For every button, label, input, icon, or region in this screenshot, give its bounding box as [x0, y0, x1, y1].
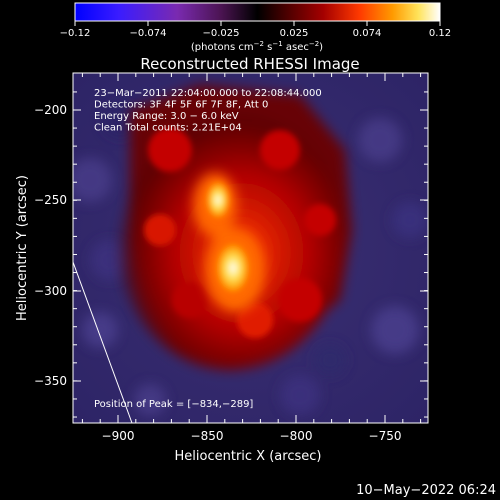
observation-info: 23−Mar−2011 22:04:00.000 to 22:08:44.000…	[94, 88, 322, 134]
plot-title: Reconstructed RHESSI Image	[140, 55, 359, 73]
x-tick-label: −750	[369, 429, 402, 443]
x-axis-ticks: −900 −850 −800 −750	[81, 73, 422, 443]
colorbar-ticks: −0.12 −0.074 −0.025 0.025 0.074 0.12	[60, 21, 451, 39]
x-tick-label: −850	[191, 429, 224, 443]
y-axis-label: Heliocentric Y (arcsec)	[15, 175, 30, 321]
colorbar-tick-label: 0.025	[280, 28, 309, 39]
x-tick-label: −900	[102, 429, 135, 443]
x-axis-label: Heliocentric X (arcsec)	[175, 449, 322, 464]
image-map	[73, 73, 428, 423]
colorbar-tick-label: 0.12	[429, 28, 451, 39]
x-tick-label: −800	[280, 429, 313, 443]
colorbar-gradient	[74, 2, 441, 22]
peak-position: Position of Peak = [−834,−289]	[94, 399, 253, 410]
observation-info-line: Energy Range: 3.0 − 6.0 keV	[94, 111, 239, 122]
y-tick-label: −300	[34, 284, 67, 298]
y-axis-ticks: −200 −250 −300 −350	[34, 91, 428, 418]
plot-frame	[72, 72, 429, 424]
colorbar: −0.12 −0.074 −0.025 0.025 0.074 0.12 (photons…	[60, 2, 451, 53]
observation-info-line: 23−Mar−2011 22:04:00.000 to 22:08:44.000	[94, 88, 322, 99]
observation-info-line: Detectors: 3F 4F 5F 6F 7F 8F, Att 0	[94, 100, 268, 111]
colorbar-units: (photons cm−2 s−1 asec−2)	[191, 40, 323, 53]
y-tick-label: −250	[34, 193, 67, 207]
colorbar-tick-label: −0.12	[60, 28, 91, 39]
colorbar-tick-label: 0.074	[353, 28, 382, 39]
footer-date: 10−May−2022 06:24	[356, 483, 496, 498]
colorbar-tick-label: −0.074	[129, 28, 166, 39]
colorbar-tick-label: −0.025	[202, 28, 239, 39]
y-tick-label: −200	[34, 103, 67, 117]
observation-info-line: Clean Total counts: 2.21E+04	[94, 123, 242, 134]
solar-limb-line	[73, 261, 133, 423]
y-tick-label: −350	[34, 374, 67, 388]
